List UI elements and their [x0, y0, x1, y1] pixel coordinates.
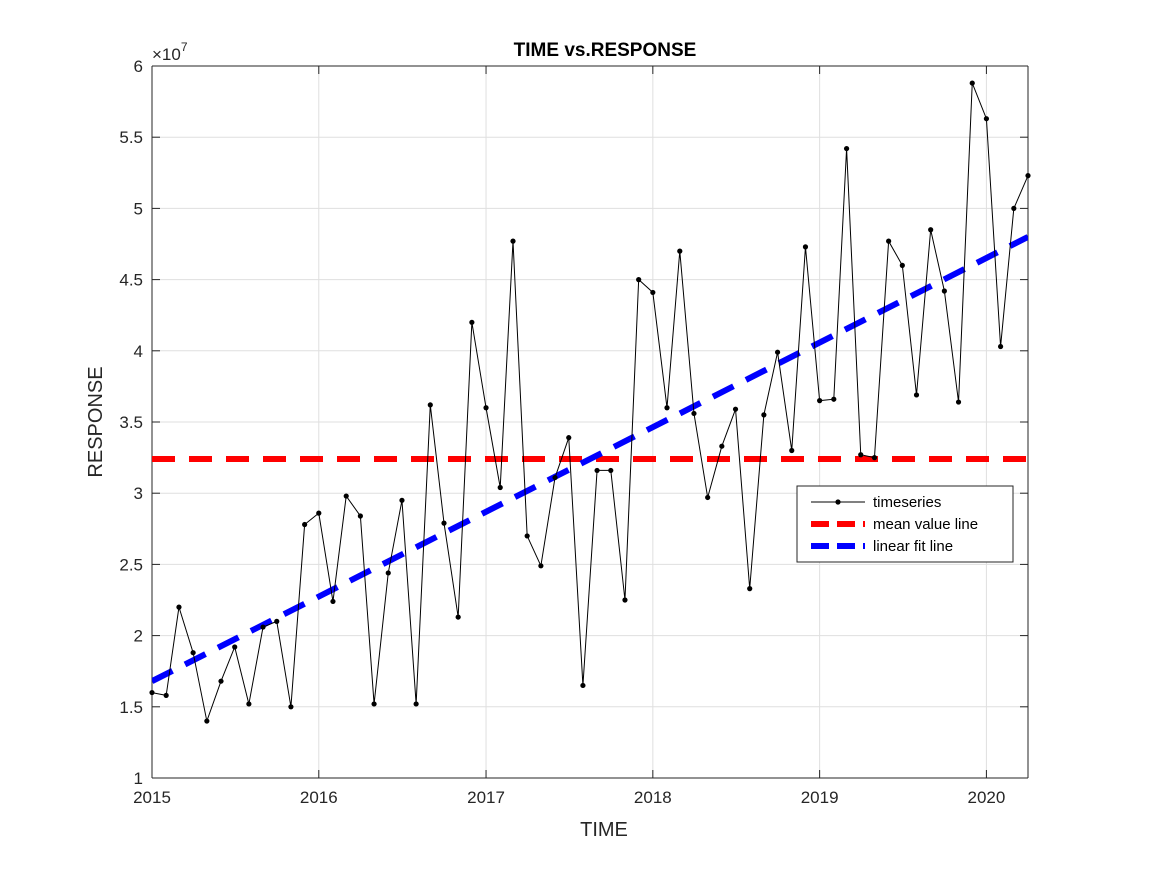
legend: timeseries mean value line linear fit line — [796, 485, 1014, 563]
timeseries-point — [371, 701, 377, 707]
timeseries-point — [636, 277, 642, 283]
x-tick-label: 2020 — [968, 788, 1006, 807]
legend-box — [796, 485, 1014, 563]
y-tick-label: 4 — [134, 342, 143, 361]
y-exponent-base: ×10 — [152, 45, 181, 64]
timeseries-point — [176, 604, 182, 610]
x-axis-label: TIME — [580, 819, 628, 841]
timeseries-point — [246, 701, 252, 707]
timeseries-point — [969, 80, 975, 86]
timeseries-point — [983, 116, 990, 122]
timeseries-point — [204, 718, 210, 724]
legend-label: mean value line — [873, 516, 978, 533]
timeseries-point — [913, 392, 920, 398]
timeseries-point — [288, 704, 294, 710]
timeseries-point — [316, 510, 322, 516]
timeseries-point — [928, 227, 934, 233]
y-axis-label: RESPONSE — [85, 366, 107, 477]
timeseries-point — [163, 692, 169, 699]
timeseries-point — [330, 598, 336, 605]
timeseries-point — [343, 493, 349, 499]
timeseries-point — [719, 443, 725, 449]
timeseries-point — [802, 244, 809, 250]
y-tick-label: 2 — [134, 627, 143, 646]
timeseries-point — [774, 349, 781, 355]
timeseries-point — [594, 467, 600, 474]
timeseries-point — [1025, 173, 1031, 179]
legend-label: linear fit line — [873, 538, 953, 555]
timeseries-point — [691, 410, 697, 417]
timeseries-point — [302, 521, 308, 528]
x-tick-label: 2019 — [801, 788, 839, 807]
timeseries-point — [761, 412, 767, 418]
timeseries-point — [455, 614, 461, 620]
timeseries-point — [817, 398, 823, 404]
chart-title: TIME vs.RESPONSE — [514, 40, 697, 61]
timeseries-point — [218, 678, 224, 684]
timeseries-point — [843, 145, 850, 152]
timeseries-point — [580, 682, 586, 689]
timeseries-point — [899, 262, 905, 268]
legend-label: timeseries — [873, 494, 941, 511]
timeseries-point — [274, 618, 280, 624]
timeseries-point — [886, 238, 892, 244]
timeseries-point — [705, 494, 711, 501]
timeseries-point — [1011, 205, 1017, 211]
timeseries-point — [510, 238, 516, 244]
timeseries-point — [497, 484, 503, 491]
timeseries-point — [858, 452, 864, 458]
tick-labels: 2015 2016 2017 2018 2019 2020 1 1.5 2 2.5 3 3.5 4 4.5… — [119, 57, 1005, 807]
y-tick-label: 2.5 — [119, 555, 143, 574]
x-tick-label: 2016 — [300, 788, 338, 807]
series-layer — [149, 80, 1031, 724]
timeseries-point — [677, 248, 683, 254]
timeseries-point — [566, 435, 572, 441]
timeseries-point — [524, 533, 530, 539]
timeseries-point — [552, 474, 558, 481]
timeseries-point — [427, 402, 433, 408]
timeseries-point — [789, 447, 795, 454]
timeseries-point — [955, 399, 962, 405]
timeseries-point — [622, 597, 628, 603]
timeseries-point — [385, 570, 391, 576]
y-tick-label: 1.5 — [119, 698, 143, 717]
timeseries-point — [538, 563, 544, 569]
timeseries-point — [399, 497, 405, 503]
y-tick-label: 3.5 — [119, 413, 143, 432]
timeseries-point — [441, 520, 447, 526]
timeseries-point — [831, 396, 837, 402]
timeseries-point — [608, 467, 614, 474]
timeseries-point — [997, 343, 1004, 350]
x-tick-label: 2015 — [133, 788, 171, 807]
y-tick-label: 3 — [134, 484, 143, 503]
timeseries-point — [232, 644, 238, 650]
x-tick-label: 2018 — [634, 788, 672, 807]
y-tick-label: 1 — [134, 769, 143, 788]
timeseries-point — [483, 405, 489, 411]
timeseries-point — [357, 513, 363, 519]
timeseries-point — [650, 289, 656, 296]
timeseries-point — [260, 624, 266, 630]
y-tick-label: 5 — [134, 199, 143, 218]
axes — [151, 65, 1029, 779]
timeseries-point — [941, 288, 947, 294]
y-tick-label: 6 — [134, 57, 143, 76]
timeseries-point — [190, 650, 196, 656]
y-tick-label: 5.5 — [119, 128, 143, 147]
legend-marker-timeseries — [835, 499, 841, 505]
timeseries-point — [732, 406, 739, 412]
timeseries-point — [747, 586, 753, 592]
timeseries-point — [871, 455, 878, 461]
y-tick-label: 4.5 — [119, 271, 143, 290]
timeseries-point — [664, 405, 670, 411]
timeseries-point — [469, 319, 475, 325]
timeseries-line — [152, 82, 1028, 723]
x-tick-label: 2017 — [467, 788, 505, 807]
y-exponent-label: ×107 — [152, 40, 188, 64]
timeseries-point — [413, 701, 419, 707]
timeseries-point — [149, 689, 155, 696]
y-exponent-power: 7 — [181, 40, 188, 54]
